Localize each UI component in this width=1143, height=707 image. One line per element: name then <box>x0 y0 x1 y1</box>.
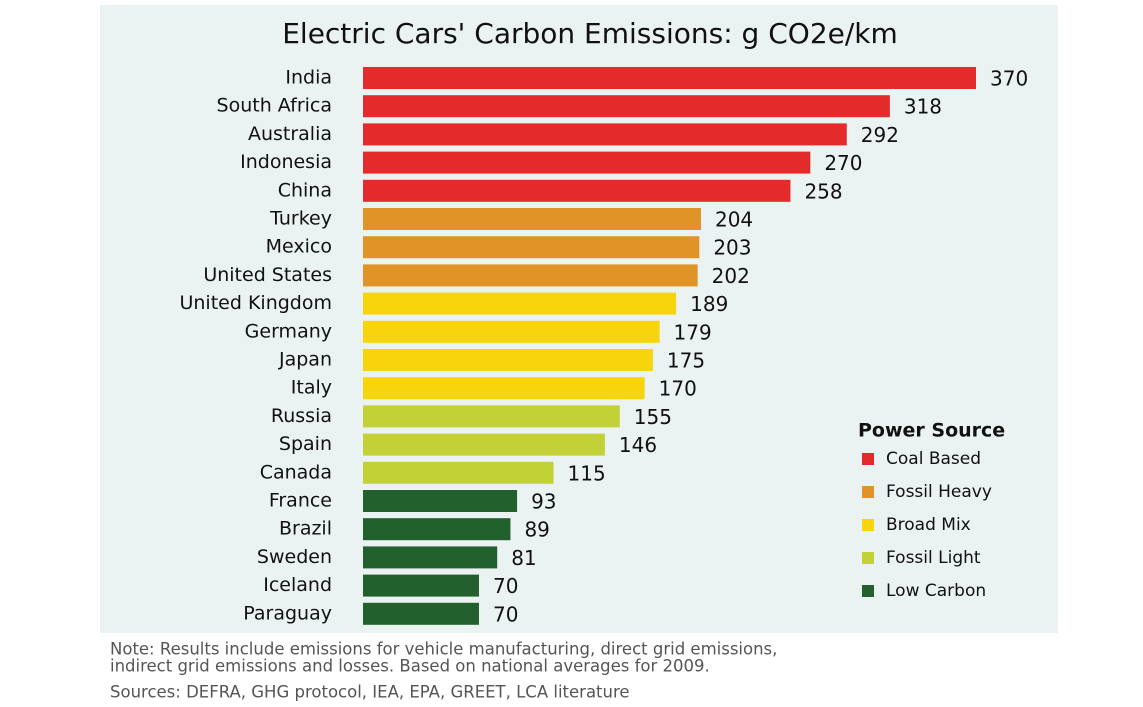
category-label: Russia <box>271 405 332 427</box>
value-label: 318 <box>904 95 942 119</box>
legend-label: Broad Mix <box>886 515 971 535</box>
category-label: Indonesia <box>240 151 332 173</box>
value-label: 70 <box>493 602 518 626</box>
legend-swatch <box>862 552 874 564</box>
category-label: Iceland <box>263 574 332 596</box>
legend-label: Fossil Light <box>886 548 981 568</box>
bar <box>363 405 620 428</box>
category-label: Brazil <box>279 518 332 540</box>
bar <box>363 433 605 456</box>
category-label: Turkey <box>269 208 332 230</box>
bar <box>363 179 791 202</box>
note-line: indirect grid emissions and losses. Base… <box>110 657 710 676</box>
value-label: 170 <box>659 377 697 401</box>
category-label: Sweden <box>257 546 332 568</box>
bar <box>363 349 653 371</box>
legend-swatch <box>862 453 874 465</box>
legend-title: Power Source <box>858 420 1005 442</box>
bar <box>363 518 511 541</box>
value-label: 115 <box>568 461 606 485</box>
value-label: 202 <box>712 264 750 288</box>
category-label: United States <box>203 264 332 286</box>
category-label: India <box>285 67 332 89</box>
bar <box>363 264 698 287</box>
bar <box>363 123 847 146</box>
value-label: 203 <box>713 236 751 260</box>
chart-title: Electric Cars' Carbon Emissions: g CO2e/… <box>282 17 898 50</box>
bar <box>363 602 479 625</box>
value-label: 258 <box>804 179 842 203</box>
value-label: 146 <box>619 433 657 457</box>
bar <box>363 546 498 569</box>
legend-label: Coal Based <box>886 449 981 469</box>
category-label: China <box>278 179 332 201</box>
value-label: 93 <box>531 490 556 514</box>
value-label: 179 <box>674 320 712 344</box>
sources: Sources: DEFRA, GHG protocol, IEA, EPA, … <box>110 683 630 702</box>
value-label: 89 <box>524 518 549 542</box>
bar <box>363 320 660 343</box>
bar <box>363 461 554 484</box>
legend-swatch <box>862 585 874 597</box>
value-label: 370 <box>990 67 1028 91</box>
bar <box>363 292 677 315</box>
category-label: Paraguay <box>243 602 332 624</box>
category-label: South Africa <box>217 95 332 117</box>
value-label: 155 <box>634 405 672 429</box>
bar <box>363 490 518 512</box>
category-label: France <box>269 490 332 512</box>
bar <box>363 151 811 174</box>
category-label: Italy <box>291 377 332 399</box>
bar <box>363 67 976 89</box>
category-label: Canada <box>260 461 332 483</box>
value-label: 175 <box>667 349 705 373</box>
legend-swatch <box>862 486 874 498</box>
category-label: Japan <box>278 349 332 371</box>
note-line: Note: Results include emissions for vehi… <box>110 640 777 659</box>
bar <box>363 236 700 259</box>
legend-label: Low Carbon <box>886 581 986 601</box>
bar <box>363 574 479 597</box>
bar <box>363 208 701 230</box>
value-label: 70 <box>493 574 518 598</box>
category-label: Spain <box>279 433 332 455</box>
bar <box>363 377 645 400</box>
category-label: Mexico <box>266 236 332 258</box>
bar <box>363 95 890 118</box>
value-label: 81 <box>511 546 536 570</box>
value-label: 292 <box>861 123 899 147</box>
legend-swatch <box>862 519 874 531</box>
category-label: Germany <box>245 320 332 342</box>
value-label: 270 <box>824 151 862 175</box>
value-label: 204 <box>715 208 753 232</box>
legend-label: Fossil Heavy <box>886 482 992 502</box>
category-label: Australia <box>248 123 332 145</box>
category-label: United Kingdom <box>179 292 332 314</box>
value-label: 189 <box>690 292 728 316</box>
